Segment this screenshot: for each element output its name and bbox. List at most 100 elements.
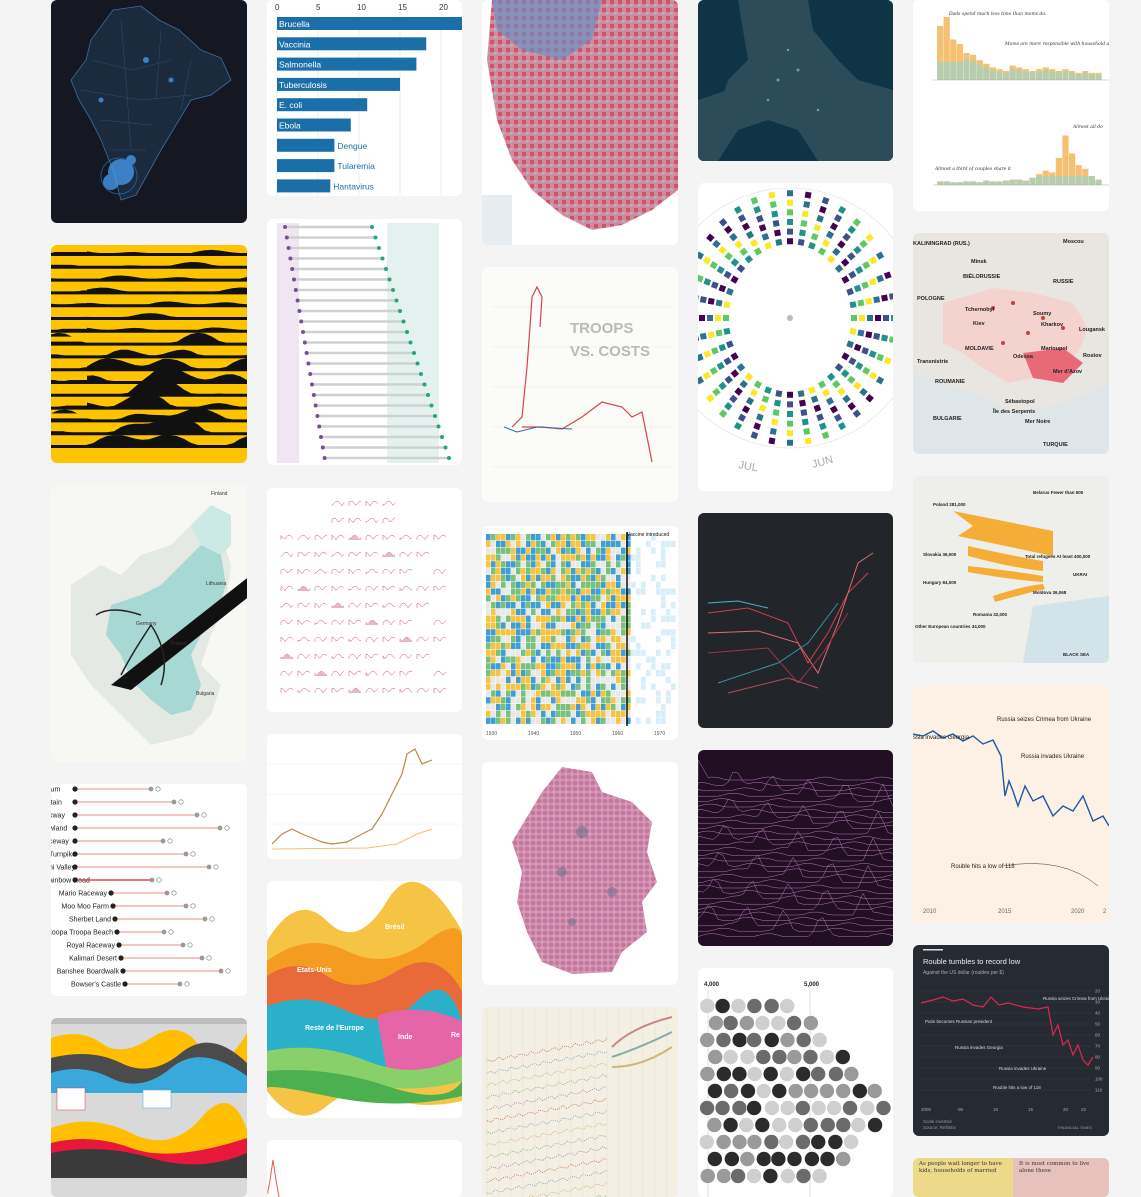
ft-dark-ytick: 40 — [1095, 1011, 1101, 1016]
ft-dark-georgia: Russia invades Georgia — [955, 1045, 1003, 1050]
disease-tick: 15 — [398, 3, 407, 12]
ft-rouble-light-card[interactable]: Russia seizes Crimea from Ukraine ssia i… — [913, 686, 1109, 923]
troops-card[interactable]: TROOPS VS. COSTS — [482, 267, 678, 502]
refugee-label: Moldova 36,068 — [1033, 590, 1067, 595]
stacked-area-chart — [51, 1018, 247, 1178]
histogram-card[interactable]: Dads spend much less time than moms do. … — [913, 0, 1109, 211]
radial-calendar-card[interactable]: JUL JUN — [698, 183, 893, 491]
yellow-text-card[interactable]: As people wait longer to have kids, hous… — [913, 1158, 1109, 1197]
mario-track-label: kway — [51, 813, 65, 820]
disease-tick: 20 — [439, 3, 448, 12]
refugee-flow-card[interactable]: Poland 281,000 Belarus Fewer than 500 Slov… — [913, 476, 1109, 663]
ukraine-map-label: Île des Serpents — [992, 407, 1035, 415]
faces-beeswarm: 4,000 5,000 — [698, 982, 892, 1197]
mario-track-label: Royal Raceway — [66, 943, 115, 950]
small-multiples-card[interactable] — [267, 488, 462, 712]
ft-dark-ytick: 110 — [1095, 1088, 1103, 1093]
ukraine-map-label: Lougansk — [1079, 327, 1106, 333]
ukraine-map-label: Mer d'Azov — [1053, 369, 1083, 375]
ft-dark-ytick: 100 — [1095, 1077, 1103, 1082]
india-map-card[interactable] — [51, 0, 247, 223]
europe-satellite-map — [698, 0, 893, 161]
faces-tick-4000: 4,000 — [704, 982, 720, 988]
svg-text:Finland: Finland — [211, 491, 228, 497]
disease-bar — [277, 57, 417, 71]
disease-bar — [277, 17, 462, 30]
mario-dumbbell-chart: ium itain kway wland ceway Turnpike hi Valley a… — [51, 786, 231, 989]
mario-dumbbell-card[interactable]: ium itain kway wland ceway Turnpike hi Valley a… — [51, 784, 247, 996]
ukraine-map-label: RUSSIE — [1053, 279, 1074, 285]
overlap-histogram: Dads spend much less time than moms do. … — [933, 11, 1109, 186]
vaccine-year: 1970 — [654, 731, 665, 737]
yellow-right-text: It is most common to live alone these — [1013, 1158, 1109, 1197]
europe-map-card[interactable]: Finland Lithuania Germany Poland Bulgari… — [51, 485, 247, 762]
stream-label-europe: Reste de l'Europe — [305, 1025, 364, 1032]
mario-track-label: ceway — [51, 839, 69, 846]
disease-label: Dengue — [337, 141, 367, 151]
mario-track-label: wland — [51, 826, 67, 833]
ft-dark-xtick: 05 — [958, 1107, 964, 1112]
ft-dark-ytick: 60 — [1095, 1033, 1101, 1038]
mario-track-label: itain — [51, 800, 62, 807]
ft-light-year-2010: 2010 — [923, 909, 937, 915]
ft-dark-ytick: 50 — [1095, 1022, 1101, 1027]
disease-bar — [277, 98, 368, 112]
purple-ridges-card[interactable] — [698, 750, 893, 946]
refugee-label: Poland 281,000 — [933, 502, 966, 507]
ft-light-ukraine: Russia invades Ukraine — [1021, 754, 1085, 760]
spain-map-card[interactable] — [482, 0, 678, 245]
ridgeline-chart — [51, 247, 247, 448]
stacked-area-card[interactable] — [51, 1018, 247, 1197]
ft-dark-xtick: 22 — [1081, 1107, 1087, 1112]
europe-satellite-card[interactable] — [698, 0, 893, 161]
disease-tick: 0 — [275, 3, 280, 12]
disease-bar-card[interactable]: 0 5 10 15 20 Brucella Vaccinia Salmonella Tuberc… — [267, 0, 462, 196]
ft-dark-ytick: 90 — [1095, 1066, 1101, 1071]
troops-title-line2: VS. COSTS — [570, 343, 650, 360]
refugee-label: Slovakia 36,000 — [923, 552, 957, 557]
ft-dark-xtick: 10 — [993, 1107, 999, 1112]
ft-rouble-dark-chart: Rouble tumbles to record low Against the… — [920, 949, 1109, 1130]
ukraine-map-label: Moscou — [1063, 239, 1084, 245]
radial-month-jul: JUL — [737, 459, 758, 474]
disease-label: Ebola — [279, 121, 301, 131]
vaccine-label: Vaccine introduced — [627, 532, 669, 538]
dotplot-card[interactable] — [267, 219, 462, 465]
ft-rouble-dark-card[interactable]: Rouble tumbles to record low Against the… — [913, 945, 1109, 1136]
ft-dark-xtick: 2000 — [921, 1107, 932, 1112]
germany-hex-card[interactable] — [482, 762, 678, 985]
ft-dark-crimea: Russia seizes Crimea from Ukraine — [1043, 996, 1109, 1001]
ft-light-year-2020: 2020 — [1071, 909, 1085, 915]
refugee-label: Hungary 84,000 — [923, 580, 957, 585]
ft-light-georgia: ssia invades Georgia — [913, 735, 970, 741]
ft-dark-footnote-2: Source: Refinitiv — [923, 1125, 957, 1130]
mario-track-label: Turnpike — [51, 852, 76, 859]
streamgraph-card[interactable]: Brésil Etats-Unis Reste de l'Europe Inde… — [267, 881, 462, 1118]
disease-tick: 5 — [316, 3, 321, 12]
spain-choropleth — [482, 0, 678, 245]
disease-bar — [277, 118, 351, 132]
ukraine-map-card[interactable]: KALININGRAD (RUS.) Moscou Minsk BIÉLORUSSIE… — [913, 233, 1109, 454]
ft-rouble-light-chart: Russia seizes Crimea from Ukraine ssia i… — [913, 717, 1109, 915]
stream-label-inde: Inde — [398, 1034, 412, 1041]
ft-dark-low: Rouble hits a low of 118 — [993, 1085, 1041, 1090]
ukraine-map-label: BULGARIE — [933, 416, 962, 422]
bottom-line-card[interactable] — [267, 1140, 462, 1197]
radial-month-jun: JUN — [811, 454, 835, 471]
vaccine-heatmap: Vaccine introduced 1930 1940 1950 1960 1970 — [486, 532, 676, 737]
vaccine-year: 1950 — [570, 731, 581, 737]
mario-track-label: Bowser's Castle — [71, 982, 121, 989]
dark-lines-card[interactable] — [698, 513, 893, 728]
europe-map: Finland Lithuania Germany Poland Bulgari… — [71, 491, 247, 745]
faces-card[interactable]: 4,000 5,000 — [698, 968, 893, 1197]
ukraine-map-label: Kharkov — [1041, 322, 1064, 328]
parallel-lines-card[interactable] — [482, 1007, 678, 1197]
ridgeline-card[interactable] — [51, 245, 247, 463]
disease-label: Tularemia — [337, 161, 375, 171]
ukraine-map-label: Minsk — [971, 259, 988, 265]
germany-hex-map — [512, 767, 657, 974]
step-line-card[interactable] — [267, 734, 462, 859]
ft-dark-footnote-1: Scale inverted — [923, 1119, 952, 1124]
vaccine-heatmap-card[interactable]: Vaccine introduced 1930 1940 1950 1960 1970 — [482, 526, 678, 740]
ukraine-map-label: BIÉLORUSSIE — [963, 272, 1001, 280]
